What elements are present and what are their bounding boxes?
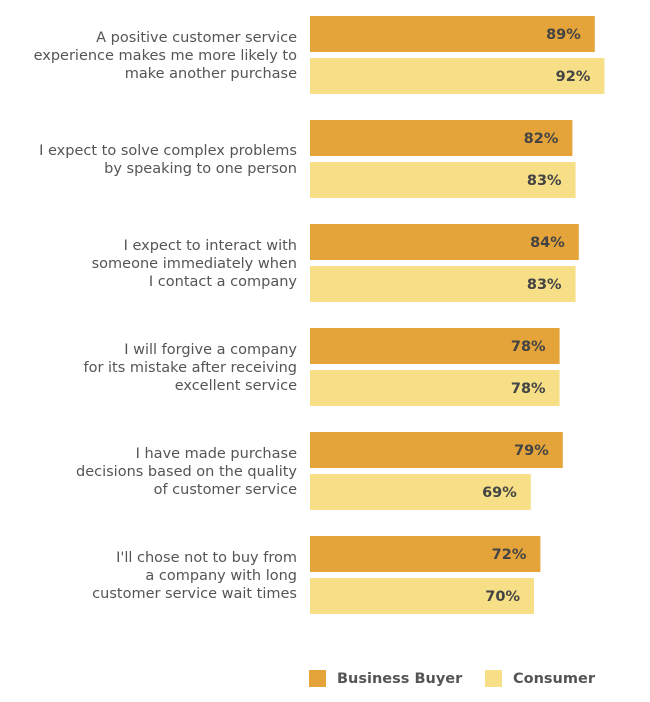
data-label: 72%	[492, 547, 527, 563]
category-label: A positive customer service experience ma…	[34, 30, 298, 82]
data-label: 84%	[530, 235, 565, 251]
legend-swatch-consumer	[485, 670, 502, 687]
bar-consumer	[310, 474, 531, 510]
bar-business-buyer	[310, 328, 560, 364]
data-label: 92%	[556, 69, 591, 85]
data-label: 78%	[511, 339, 546, 355]
legend-swatch-business-buyer	[309, 670, 326, 687]
legend-label-consumer: Consumer	[513, 671, 596, 687]
category-label: I expect to interact with someone immedia…	[92, 238, 298, 290]
bar-consumer	[310, 578, 534, 614]
data-label: 69%	[482, 485, 517, 501]
legend-label-business-buyer: Business Buyer	[337, 671, 463, 687]
bar-business-buyer	[310, 536, 541, 572]
category-label: I'll chose not to buy from a company with…	[92, 550, 297, 602]
bar-business-buyer	[310, 120, 573, 156]
data-label: 70%	[485, 589, 520, 605]
data-label: 89%	[546, 27, 581, 43]
data-label: 83%	[527, 277, 562, 293]
bar-business-buyer	[310, 432, 563, 468]
bar-consumer	[310, 370, 560, 406]
category-label: I have made purchase decisions based on t…	[76, 446, 297, 498]
data-label: 83%	[527, 173, 562, 189]
category-label: I expect to solve complex problems by spe…	[39, 143, 297, 177]
bar-business-buyer	[310, 224, 579, 260]
bar-business-buyer	[310, 16, 595, 52]
category-label: I will forgive a company for its mistake …	[83, 342, 297, 394]
bar-consumer	[310, 162, 576, 198]
data-label: 79%	[514, 443, 549, 459]
bar-consumer	[310, 58, 605, 94]
bar-consumer	[310, 266, 576, 302]
data-label: 82%	[524, 131, 559, 147]
data-label: 78%	[511, 381, 546, 397]
